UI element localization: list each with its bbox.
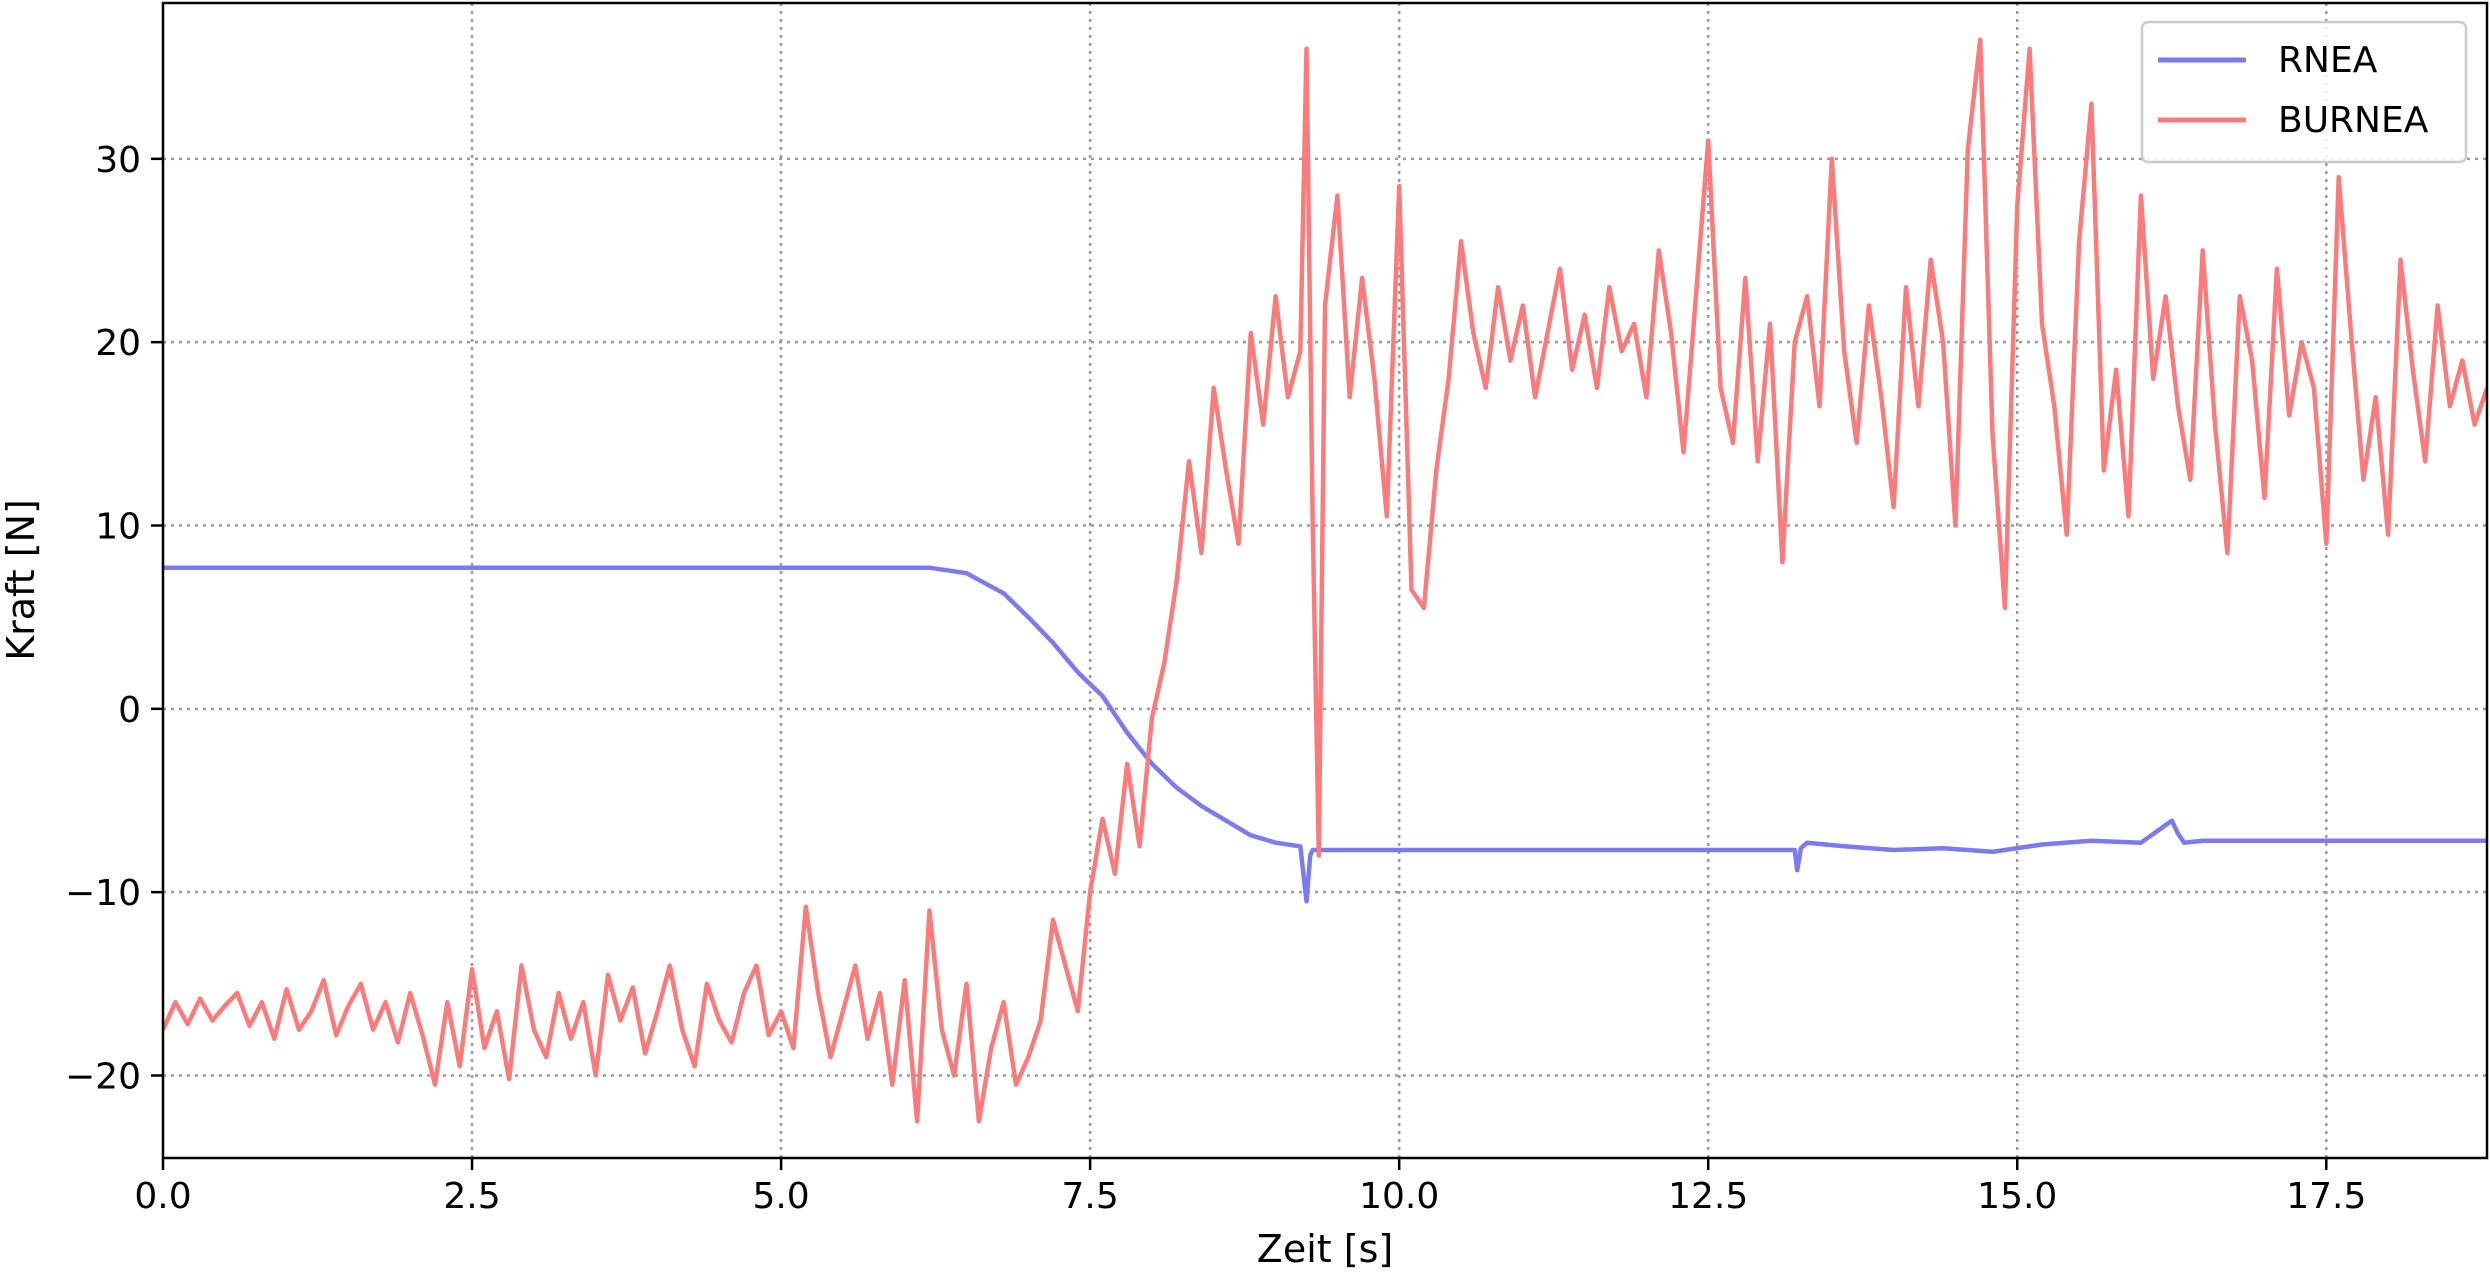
legend-box xyxy=(2140,20,2468,164)
x-tick-label: 10.0 xyxy=(1359,1176,1439,1217)
x-axis: 0.0 2.5 5.0 7.5 10.0 12.5 15.0 17.5 xyxy=(134,1158,2366,1217)
x-tick-label: 7.5 xyxy=(1061,1176,1118,1217)
x-tick-label: 15.0 xyxy=(1977,1176,2057,1217)
y-tick-label: −20 xyxy=(65,1057,141,1098)
y-axis-label: Kraft [N] xyxy=(0,499,43,661)
legend-label-rnea: RNEA xyxy=(2278,40,2378,81)
series-layer xyxy=(163,37,2487,1124)
y-tick-label: 20 xyxy=(95,323,141,364)
x-axis-label: Zeit [s] xyxy=(1257,1227,1393,1271)
legend: RNEA BURNEA xyxy=(2140,20,2468,164)
x-tick-label: 12.5 xyxy=(1668,1176,1748,1217)
x-tick-label: 0.0 xyxy=(134,1176,191,1217)
y-tick-label: 0 xyxy=(118,690,141,731)
series-line-rnea xyxy=(163,565,2487,904)
x-tick-label: 2.5 xyxy=(443,1176,500,1217)
plot-frame xyxy=(161,1,2489,1160)
y-tick-label: −10 xyxy=(65,873,141,914)
legend-label-burnea: BURNEA xyxy=(2278,100,2429,141)
y-tick-label: 10 xyxy=(95,507,141,548)
y-tick-label: 30 xyxy=(95,140,141,181)
series-line-burnea xyxy=(163,37,2487,1124)
y-axis: −20 −10 0 10 20 30 xyxy=(65,140,163,1098)
x-tick-label: 5.0 xyxy=(752,1176,809,1217)
x-tick-label: 17.5 xyxy=(2286,1176,2366,1217)
